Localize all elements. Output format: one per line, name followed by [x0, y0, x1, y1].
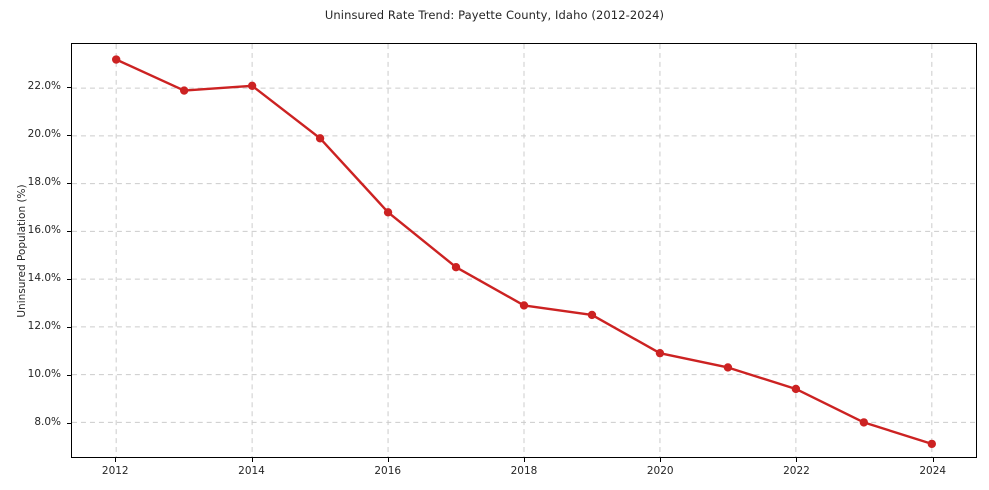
data-point-marker[interactable] — [723, 363, 733, 372]
y-axis-tick-label: 16.0% — [27, 224, 61, 237]
x-axis-tick-label: 2022 — [783, 465, 810, 477]
chart-title: Uninsured Rate Trend: Payette County, Id… — [324, 8, 665, 22]
data-point-marker[interactable] — [587, 310, 597, 320]
data-series-uninsured-rate — [111, 55, 937, 449]
data-point-marker[interactable] — [791, 384, 801, 394]
data-point-marker[interactable] — [451, 263, 461, 272]
x-axis-tick-label: 2016 — [374, 465, 402, 477]
y-axis-tick-mark — [67, 231, 71, 233]
y-axis-tick-mark — [67, 183, 71, 185]
x-axis-tick-mark — [932, 458, 934, 462]
y-axis-tick-label: 20.0% — [27, 128, 61, 141]
y-axis-tick-label: 8.0% — [34, 416, 61, 429]
x-axis-tick-mark — [115, 458, 117, 462]
x-axis-tick-label: 2012 — [101, 465, 129, 477]
data-point-marker[interactable] — [111, 55, 121, 64]
y-axis-tick-mark — [67, 135, 71, 137]
y-axis-tick-mark — [67, 423, 71, 425]
x-axis-tick-label: 2020 — [646, 465, 674, 477]
data-point-marker[interactable] — [927, 439, 937, 449]
data-point-marker[interactable] — [859, 418, 869, 427]
y-axis-tick-label: 14.0% — [27, 272, 61, 285]
y-axis-tick-label: 12.0% — [27, 320, 61, 333]
y-axis-tick-mark — [67, 375, 71, 377]
y-axis-tick-label: 10.0% — [27, 368, 61, 381]
y-axis-tick-mark — [67, 279, 71, 281]
y-axis-tick-mark — [67, 87, 71, 89]
x-axis-tick-label: 2014 — [238, 465, 265, 477]
x-axis-tick-mark — [660, 458, 662, 462]
data-point-marker[interactable] — [247, 81, 257, 90]
y-axis-tick-label: 18.0% — [27, 176, 61, 189]
x-axis-tick-label: 2024 — [919, 465, 947, 477]
x-axis-tick-mark — [387, 458, 389, 462]
x-axis-tick-label: 2018 — [510, 465, 538, 477]
data-point-marker[interactable] — [383, 208, 393, 217]
x-axis-tick-mark — [796, 458, 798, 462]
y-axis-tick-label: 22.0% — [27, 80, 61, 93]
trend-line — [114, 58, 934, 446]
data-point-marker[interactable] — [655, 348, 665, 358]
data-point-marker[interactable] — [315, 134, 325, 143]
x-axis-tick-mark — [524, 458, 525, 462]
x-axis-tick-mark — [251, 458, 253, 462]
data-point-marker[interactable] — [179, 86, 189, 95]
y-axis-label: Uninsured Population (%) — [16, 183, 28, 318]
plot-area — [71, 43, 977, 458]
data-point-marker[interactable] — [519, 301, 529, 310]
y-axis-tick-mark — [67, 327, 71, 329]
